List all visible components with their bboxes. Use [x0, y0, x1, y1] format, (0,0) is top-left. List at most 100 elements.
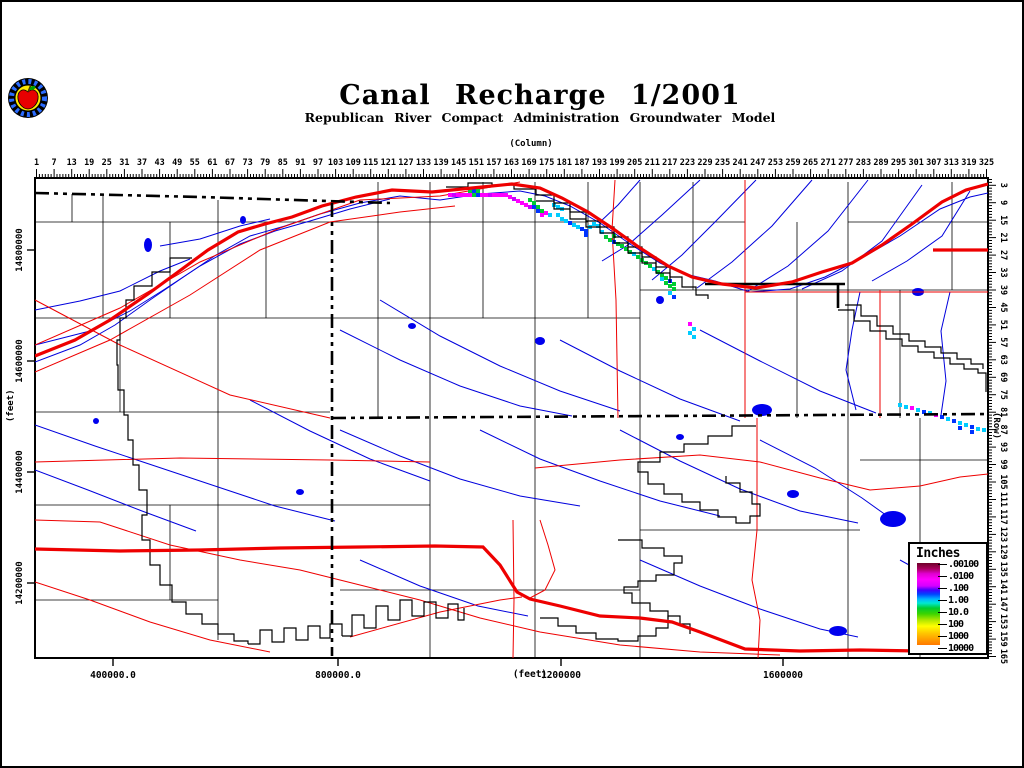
svg-text:79: 79 [260, 158, 270, 168]
x-axis-ticks [112, 658, 784, 666]
svg-text:159: 159 [998, 631, 1008, 646]
svg-text:253: 253 [768, 158, 783, 168]
x-axis-unit-label: (feet) [512, 669, 548, 680]
legend-tick [938, 648, 947, 650]
svg-text:103: 103 [328, 158, 343, 168]
svg-text:69: 69 [998, 372, 1008, 382]
svg-text:1200000: 1200000 [541, 670, 581, 681]
svg-text:141: 141 [998, 579, 1008, 594]
legend-value: 100 [948, 619, 964, 630]
legend-tick [938, 636, 947, 638]
legend-tick [938, 587, 947, 589]
legend-entry: 1.00 [938, 594, 969, 606]
svg-text:91: 91 [295, 158, 305, 168]
apple-seal-icon [8, 78, 48, 118]
legend-entry: 1000 [938, 631, 969, 642]
svg-text:277: 277 [838, 158, 853, 168]
svg-text:27: 27 [998, 250, 1008, 260]
page-title: Canal Recharge 1/2001 [339, 80, 741, 111]
rrca-apple-seal-logo [7, 77, 49, 119]
svg-text:319: 319 [961, 158, 976, 168]
svg-text:97: 97 [313, 158, 323, 168]
svg-text:87: 87 [998, 424, 1008, 434]
state-boundaries [35, 191, 988, 656]
rivers [35, 179, 988, 638]
svg-text:229: 229 [697, 158, 712, 168]
svg-text:73: 73 [242, 158, 252, 168]
svg-text:235: 235 [715, 158, 730, 168]
svg-text:61: 61 [207, 158, 217, 168]
svg-text:49: 49 [172, 158, 182, 168]
legend-entry: .00100 [938, 558, 979, 570]
svg-text:169: 169 [521, 158, 536, 168]
svg-text:75: 75 [998, 390, 1008, 400]
svg-text:800000.0: 800000.0 [315, 670, 361, 681]
legend-value: .00100 [948, 558, 979, 570]
svg-text:205: 205 [627, 158, 642, 168]
column-axis-unit-label: (Column) [509, 139, 553, 149]
roads-thin [35, 179, 988, 658]
svg-text:151: 151 [469, 158, 484, 168]
svg-text:39: 39 [998, 285, 1008, 295]
svg-text:14200000: 14200000 [15, 561, 25, 604]
svg-text:43: 43 [154, 158, 164, 168]
svg-text:241: 241 [733, 158, 748, 168]
column-axis-labels: 1 7 13 19 25 31 37 43 49 55 61 67 73 79 85 91 97 103 109 11… [34, 158, 994, 168]
legend-title: Inches [916, 546, 960, 561]
svg-text:55: 55 [190, 158, 200, 168]
svg-text:153: 153 [998, 614, 1008, 629]
svg-text:93: 93 [998, 442, 1008, 452]
svg-text:271: 271 [821, 158, 836, 168]
svg-text:175: 175 [539, 158, 554, 168]
legend-value: .0100 [948, 570, 974, 582]
svg-text:1600000: 1600000 [763, 670, 803, 681]
svg-text:313: 313 [944, 158, 959, 168]
svg-text:7: 7 [52, 158, 57, 168]
svg-text:211: 211 [645, 158, 660, 168]
svg-text:135: 135 [998, 562, 1008, 577]
legend-entry: .100 [938, 583, 969, 594]
svg-text:25: 25 [102, 158, 112, 168]
svg-text:181: 181 [557, 158, 572, 168]
legend-tick [938, 563, 947, 565]
svg-text:121: 121 [381, 158, 396, 168]
svg-text:123: 123 [998, 527, 1008, 542]
svg-text:133: 133 [416, 158, 431, 168]
svg-text:163: 163 [504, 158, 519, 168]
svg-text:19: 19 [84, 158, 94, 168]
svg-text:400000.0: 400000.0 [90, 670, 136, 681]
svg-text:217: 217 [662, 158, 677, 168]
svg-text:57: 57 [998, 337, 1008, 347]
canal-lines [446, 182, 987, 392]
x-axis-labels: 400000.0 800000.0 1200000 1600000 [90, 670, 803, 681]
svg-text:13: 13 [67, 158, 77, 168]
svg-text:63: 63 [998, 355, 1008, 365]
y-axis-labels: 14800000 14600000 14400000 14200000 [15, 228, 25, 604]
legend-entry: 100 [938, 619, 964, 630]
svg-text:117: 117 [998, 509, 1008, 524]
svg-text:111: 111 [998, 492, 1008, 507]
svg-text:31: 31 [119, 158, 129, 168]
legend-tick [938, 624, 947, 625]
svg-text:51: 51 [998, 320, 1008, 330]
svg-text:67: 67 [225, 158, 235, 168]
svg-text:129: 129 [998, 544, 1008, 559]
svg-text:115: 115 [363, 158, 378, 168]
svg-text:289: 289 [873, 158, 888, 168]
highways-thick [35, 182, 988, 653]
legend-value: 1.00 [948, 594, 969, 606]
row-axis-labels: 3915212733394551576369758187939910511111… [998, 183, 1008, 664]
svg-text:109: 109 [346, 158, 361, 168]
county-boundaries [35, 182, 988, 658]
svg-text:295: 295 [891, 158, 906, 168]
svg-text:45: 45 [998, 302, 1008, 312]
model-boundary [116, 257, 761, 645]
svg-text:223: 223 [680, 158, 695, 168]
legend-color-ramp [917, 563, 940, 645]
svg-text:33: 33 [998, 267, 1008, 277]
page-subtitle: Republican River Compact Administration … [304, 110, 776, 125]
column-axis-ticks [36, 169, 987, 178]
svg-text:14800000: 14800000 [15, 228, 25, 271]
